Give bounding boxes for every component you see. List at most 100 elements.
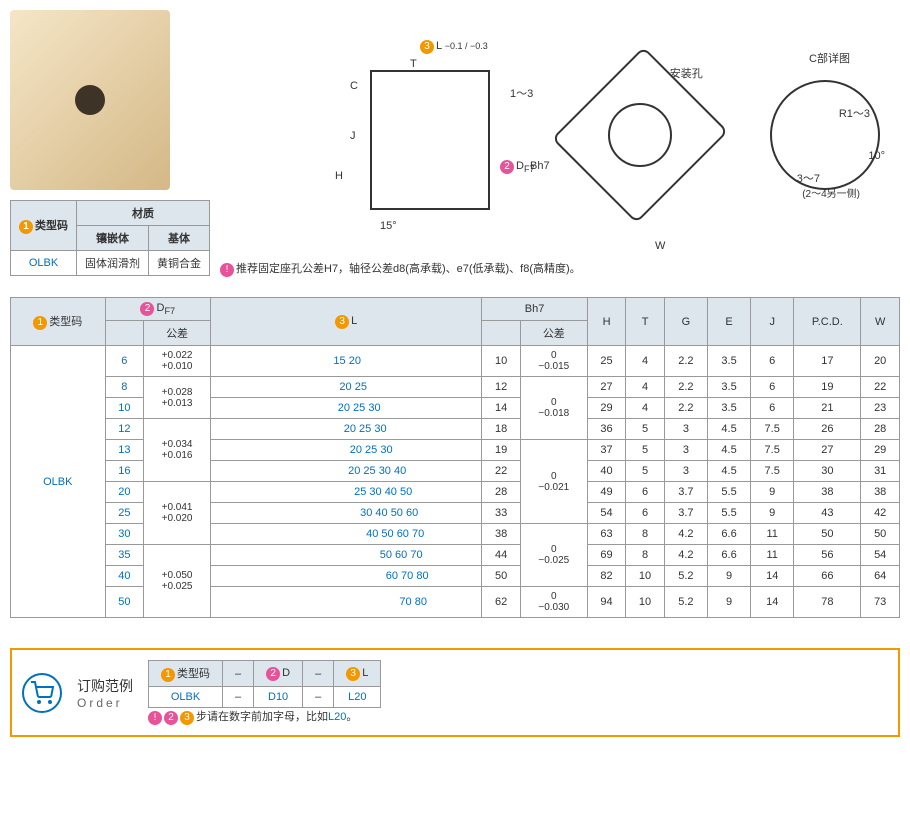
cell-T: 10 <box>626 587 665 618</box>
order-v2: D10 <box>254 687 303 708</box>
cell-G: 4.2 <box>664 545 707 566</box>
cell-W: 31 <box>861 461 900 482</box>
cell-T: 4 <box>626 398 665 419</box>
cell-B: 22 <box>482 461 521 482</box>
cell-W: 23 <box>861 398 900 419</box>
order-h2: 2D <box>254 661 303 687</box>
cell-L: 20 25 <box>211 377 482 398</box>
cell-E: 4.5 <box>707 419 750 440</box>
col-L: 3L <box>211 298 482 346</box>
col-G: G <box>664 298 707 346</box>
cell-B: 19 <box>482 440 521 461</box>
cell-T: 6 <box>626 482 665 503</box>
col-J: J <box>751 298 794 346</box>
cell-G: 3.7 <box>664 482 707 503</box>
cell-J: 14 <box>751 566 794 587</box>
order-h3: 3L <box>334 661 381 687</box>
cell-J: 7.5 <box>751 419 794 440</box>
cell-D-tol: +0.050 +0.025 <box>144 545 211 618</box>
product-photo <box>10 10 170 190</box>
cell-L: 40 50 60 70 <box>211 524 482 545</box>
cell-L: 20 25 30 <box>211 440 482 461</box>
order-example: 订购范例 Order 1类型码 – 2D – 3L OLBK – D10 – L… <box>10 648 900 737</box>
material-table: 1类型码 材质 镶嵌体 基体 OLBK 固体润滑剂 黄铜合金 <box>10 200 210 276</box>
cell-E: 4.5 <box>707 461 750 482</box>
col-T: T <box>626 298 665 346</box>
cell-T: 4 <box>626 346 665 377</box>
col-H: H <box>587 298 626 346</box>
cell-PCD: 38 <box>794 482 861 503</box>
col-PCD: P.C.D. <box>794 298 861 346</box>
cell-J: 6 <box>751 346 794 377</box>
cell-G: 2.2 <box>664 377 707 398</box>
cell-L: 20 25 30 <box>211 419 482 440</box>
order-note: !23步请在数字前加字母，比如L20。 <box>148 708 381 725</box>
cell-PCD: 17 <box>794 346 861 377</box>
cell-E: 4.5 <box>707 440 750 461</box>
cell-PCD: 43 <box>794 503 861 524</box>
cell-W: 38 <box>861 482 900 503</box>
cell-D-tol: +0.034 +0.016 <box>144 419 211 482</box>
cell-PCD: 56 <box>794 545 861 566</box>
mat-val2: 黄铜合金 <box>149 251 210 276</box>
spec-table: 1类型码 2DF7 3L Bh7 H T G E J P.C.D. W 公差 公… <box>10 297 900 618</box>
cell-L: 15 20 <box>211 346 482 377</box>
cell-B: 62 <box>482 587 521 618</box>
cell-D: 12 <box>105 419 144 440</box>
col-W: W <box>861 298 900 346</box>
cell-D: 30 <box>105 524 144 545</box>
col-B-tol: 公差 <box>520 321 587 346</box>
cell-G: 5.2 <box>664 566 707 587</box>
col-E: E <box>707 298 750 346</box>
cell-E: 9 <box>707 587 750 618</box>
cell-G: 3 <box>664 461 707 482</box>
cell-H: 27 <box>587 377 626 398</box>
cell-W: 73 <box>861 587 900 618</box>
cell-PCD: 26 <box>794 419 861 440</box>
cell-E: 5.5 <box>707 482 750 503</box>
cell-E: 3.5 <box>707 377 750 398</box>
cell-G: 3.7 <box>664 503 707 524</box>
cart-icon <box>22 673 62 713</box>
col-D-val <box>105 321 144 346</box>
col-type: 1类型码 <box>11 298 106 346</box>
cell-L: 60 70 80 <box>211 566 482 587</box>
col-D: 2DF7 <box>105 298 210 321</box>
cell-H: 40 <box>587 461 626 482</box>
cell-T: 5 <box>626 440 665 461</box>
cell-B-tol: 0 −0.018 <box>520 377 587 440</box>
cell-PCD: 50 <box>794 524 861 545</box>
col-B-val <box>482 321 521 346</box>
recommendation-note: !推荐固定座孔公差H7，轴径公差d8(高承载)、e7(低承载)、f8(高精度)。 <box>220 260 900 277</box>
cell-B-tol: 0 −0.021 <box>520 440 587 524</box>
cell-L: 20 25 30 <box>211 398 482 419</box>
order-title-cn: 订购范例 <box>77 676 133 696</box>
cell-PCD: 78 <box>794 587 861 618</box>
cell-E: 5.5 <box>707 503 750 524</box>
cell-H: 36 <box>587 419 626 440</box>
cell-G: 2.2 <box>664 346 707 377</box>
cell-H: 94 <box>587 587 626 618</box>
cell-T: 6 <box>626 503 665 524</box>
cell-H: 54 <box>587 503 626 524</box>
cell-T: 5 <box>626 419 665 440</box>
cell-J: 7.5 <box>751 440 794 461</box>
cell-W: 64 <box>861 566 900 587</box>
cell-J: 6 <box>751 377 794 398</box>
mat-header-material: 材质 <box>77 201 210 226</box>
col-D-tol: 公差 <box>144 321 211 346</box>
cell-PCD: 21 <box>794 398 861 419</box>
cell-E: 6.6 <box>707 524 750 545</box>
order-title-en: Order <box>77 696 133 710</box>
cell-J: 11 <box>751 524 794 545</box>
cell-D-tol: +0.041 +0.020 <box>144 482 211 545</box>
cell-J: 14 <box>751 587 794 618</box>
cell-L: 30 40 50 60 <box>211 503 482 524</box>
cell-H: 82 <box>587 566 626 587</box>
cell-H: 49 <box>587 482 626 503</box>
cell-T: 10 <box>626 566 665 587</box>
cell-J: 9 <box>751 482 794 503</box>
cell-G: 3 <box>664 440 707 461</box>
cell-B: 33 <box>482 503 521 524</box>
mat-sub2: 基体 <box>149 226 210 251</box>
